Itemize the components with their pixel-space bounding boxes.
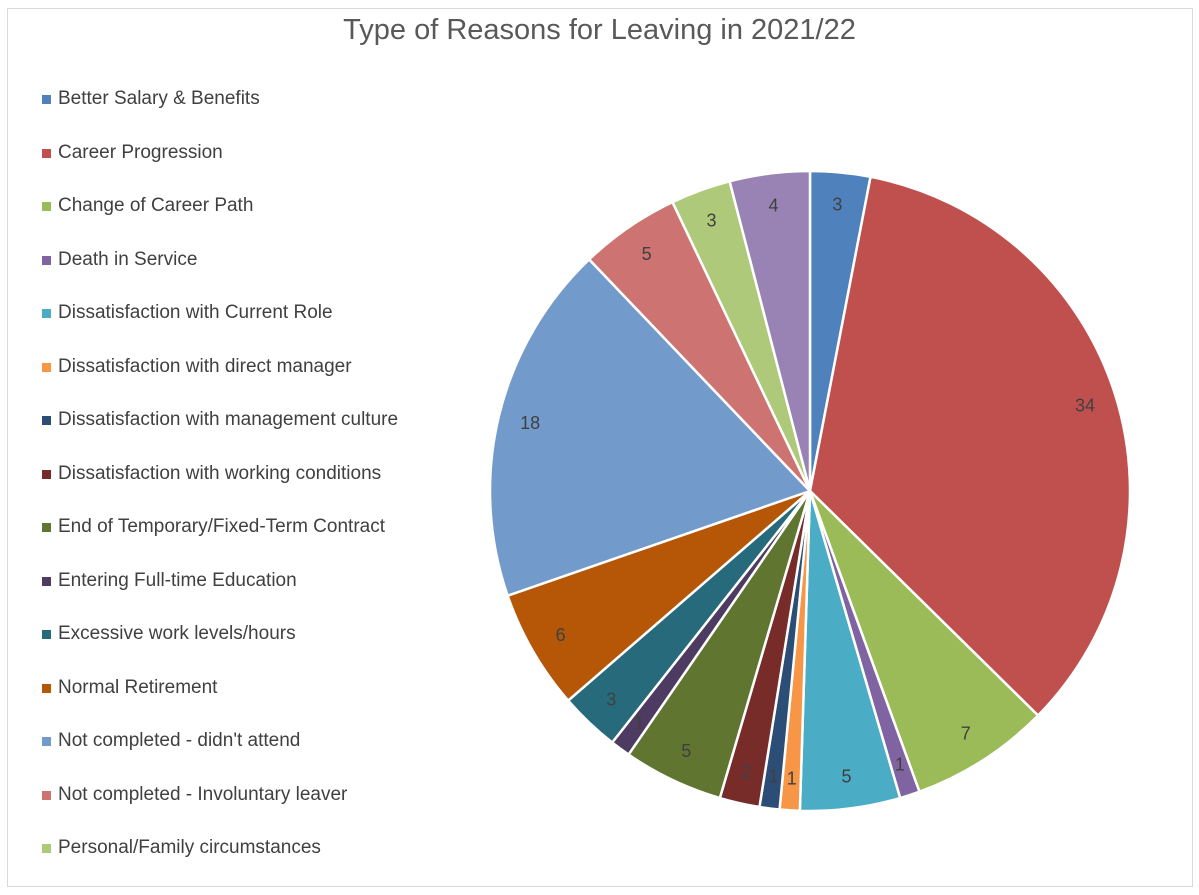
slice-data-label: 34: [1075, 395, 1095, 415]
slice-data-label: 1: [787, 768, 797, 788]
legend-item: Not completed - didn't attend: [42, 728, 402, 754]
slice-data-label: 6: [556, 625, 566, 645]
legend-swatch: [42, 469, 51, 479]
legend-swatch: [42, 523, 51, 532]
pie-slice: [728, 169, 812, 493]
legend-item: Better Salary & Benefits: [42, 86, 402, 112]
pie-slice: [808, 489, 1040, 793]
slice-data-label: 3: [832, 194, 842, 214]
legend-item: Career Progression: [42, 140, 402, 166]
legend-swatch: [42, 95, 51, 104]
slice-data-label: 2: [742, 762, 752, 782]
legend-item: Death in Service: [42, 247, 402, 273]
pie-slice: [506, 489, 812, 702]
legend-swatch: [42, 576, 51, 586]
legend-swatch: [42, 683, 51, 693]
legend-swatch: [42, 737, 51, 746]
legend-swatch: [42, 416, 51, 425]
legend-swatch: [42, 844, 51, 853]
legend-swatch: [42, 362, 51, 372]
legend-label: Normal Retirement: [58, 676, 218, 698]
slice-data-label: 1: [769, 767, 779, 787]
legend-label: Dissatisfaction with direct manager: [58, 355, 352, 377]
legend-label: Career Progression: [58, 141, 223, 163]
pie-slice: [808, 175, 1132, 717]
legend-swatch: [42, 148, 51, 158]
slice-data-label: 1: [634, 713, 644, 733]
legend-label: Entering Full-time Education: [58, 569, 297, 591]
slice-data-label: 18: [520, 413, 540, 433]
slice-data-label: 7: [961, 723, 971, 743]
legend-label: Not completed - Involuntary leaver: [58, 783, 348, 805]
legend-item: Dissatisfaction with Current Role: [42, 300, 402, 326]
slice-data-label: 1: [895, 755, 905, 775]
legend-label: Death in Service: [58, 248, 198, 270]
slice-data-label: 4: [769, 195, 779, 215]
legend-item: End of Temporary/Fixed-Term Contract: [42, 514, 402, 540]
legend-item: Normal Retirement: [42, 675, 402, 701]
legend-label: Excessive work levels/hours: [58, 623, 296, 644]
slice-data-label: 5: [642, 244, 652, 264]
legend-item: Entering Full-time Education: [42, 568, 402, 594]
legend-swatch: [42, 630, 51, 639]
legend-item: Not completed - Involuntary leaver: [42, 782, 402, 808]
slice-data-label: 3: [706, 210, 716, 230]
legend-label: Dissatisfaction with working conditions: [58, 462, 382, 484]
slice-data-label: 5: [681, 741, 691, 761]
legend-swatch: [42, 202, 51, 211]
legend-swatch: [42, 255, 51, 265]
slice-data-label: 5: [841, 767, 851, 787]
legend-swatch: [42, 309, 51, 318]
legend-label: Dissatisfaction with management culture: [58, 409, 399, 430]
legend-item: Excessive work levels/hours: [42, 621, 402, 647]
legend-label: Not completed - didn't attend: [58, 730, 301, 751]
legend-label: Change of Career Path: [58, 195, 254, 216]
legend-item: Dissatisfaction with working conditions: [42, 461, 402, 487]
pie-slice: [488, 258, 812, 597]
legend-label: End of Temporary/Fixed-Term Contract: [58, 516, 385, 537]
legend-swatch: [42, 790, 51, 800]
chart-title: Type of Reasons for Leaving in 2021/22: [343, 14, 856, 46]
legend-item: Dissatisfaction with direct manager: [42, 354, 402, 380]
legend-label: Better Salary & Benefits: [58, 88, 260, 109]
legend-label: Dissatisfaction with Current Role: [58, 302, 333, 323]
slice-data-label: 3: [606, 689, 616, 709]
legend-label: Personal/Family circumstances: [58, 837, 321, 858]
legend-item: Dissatisfaction with management culture: [42, 407, 402, 433]
legend-item: Change of Career Path: [42, 193, 402, 219]
legend-item: Personal/Family circumstances: [42, 835, 402, 861]
